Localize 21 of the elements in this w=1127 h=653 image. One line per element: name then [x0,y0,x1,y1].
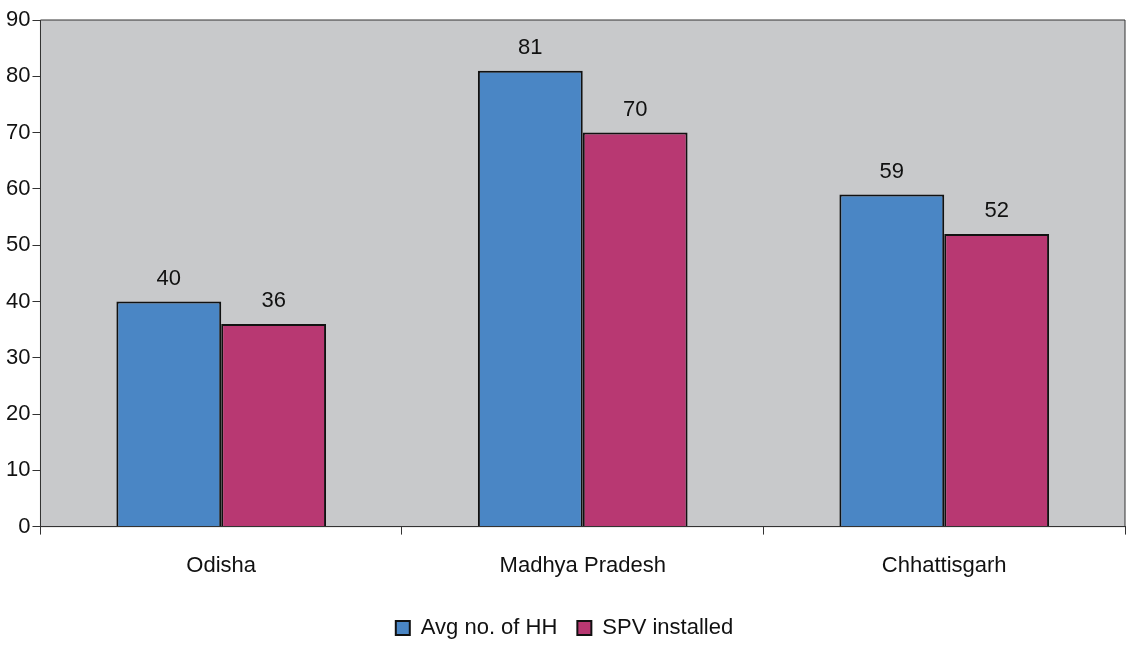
data-label: 70 [622,95,648,121]
data-label: 81 [518,33,543,59]
y-tick-label: 70 [5,118,31,144]
data-label: 36 [261,287,286,313]
y-tick-label: 60 [5,174,31,200]
y-tick-label: 40 [5,287,31,313]
legend-label: Avg no. of HH [420,614,558,640]
y-tick-label: 80 [5,62,31,88]
y-tick-label: 30 [5,343,31,369]
data-label: 59 [879,157,905,183]
y-tick-label: 90 [5,6,31,32]
data-label: 52 [984,196,1009,222]
y-tick-label: 20 [5,400,31,426]
x-tick-label: Odisha [186,551,257,577]
y-tick-label: 50 [5,231,31,257]
x-tick-label: Chhattisgarh [881,551,1007,577]
y-tick-label: 0 [18,512,31,538]
legend-label: SPV installed [602,614,734,640]
data-label: 40 [156,264,182,290]
x-tick-label: Madhya Pradesh [499,551,666,577]
y-tick-label: 10 [5,456,31,482]
